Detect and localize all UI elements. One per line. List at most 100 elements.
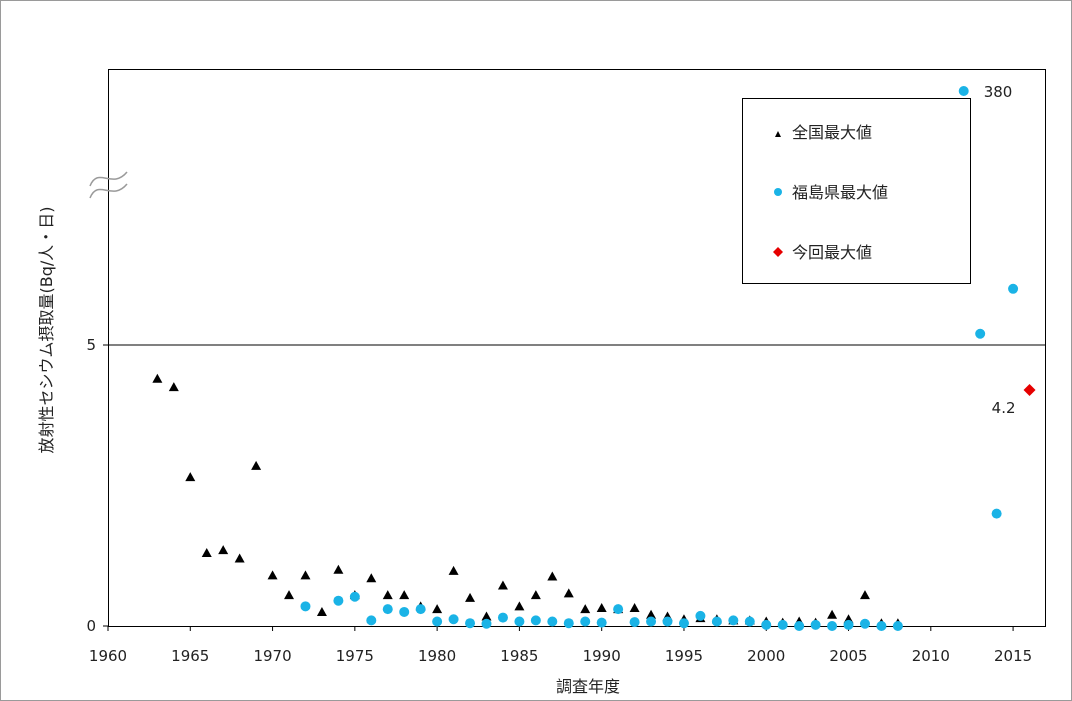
- x-tick-label: 2000: [747, 647, 785, 665]
- triangle-point: [284, 590, 295, 600]
- circle-point: [646, 616, 657, 627]
- circle-point: [991, 508, 1002, 519]
- x-tick-label: 1985: [500, 647, 538, 665]
- x-tick-label: 1980: [418, 647, 456, 665]
- circle-point: [399, 606, 410, 617]
- y-axis: 05: [86, 336, 108, 635]
- circle-point: [300, 601, 311, 612]
- triangle-point: [514, 601, 525, 611]
- circle-point: [415, 604, 426, 615]
- triangle-point: [333, 564, 344, 574]
- triangle-point: [201, 547, 212, 557]
- x-tick-label: 2015: [994, 647, 1032, 665]
- triangle-point: [152, 373, 163, 383]
- circle-point: [810, 619, 821, 630]
- triangle-point: [448, 565, 459, 575]
- circle-point: [827, 621, 838, 631]
- circle-point: [580, 616, 591, 627]
- triangle-point: [168, 382, 179, 392]
- legend-label-fukushima: 福島県最大値: [792, 183, 888, 202]
- circle-point: [695, 610, 706, 621]
- legend-diamond-marker: [773, 247, 783, 257]
- circle-point: [843, 619, 854, 630]
- triangle-point: [827, 609, 838, 619]
- triangle-point: [580, 604, 591, 614]
- x-axis-title: 調査年度: [556, 677, 620, 696]
- data-points: [152, 283, 1036, 631]
- legend-label-current: 今回最大値: [792, 243, 872, 262]
- circle-point: [629, 617, 640, 628]
- circle-point: [547, 616, 558, 627]
- triangle-point: [399, 590, 410, 600]
- x-tick-label: 1995: [665, 647, 703, 665]
- legend: 全国最大値 福島県最大値 今回最大値: [742, 98, 971, 284]
- y-tick-label: 0: [86, 617, 96, 635]
- triangle-point: [382, 590, 393, 600]
- triangle-point: [859, 590, 870, 600]
- circle-point: [892, 621, 903, 631]
- circle-point: [432, 616, 443, 627]
- circle-point: [777, 619, 788, 630]
- y-tick-label: 5: [86, 336, 96, 354]
- triangle-point: [563, 588, 574, 598]
- value-label-4-2: 4.2: [992, 399, 1016, 417]
- x-tick-label: 2005: [829, 647, 867, 665]
- triangle-point: [218, 545, 229, 555]
- x-tick-label: 1970: [253, 647, 291, 665]
- legend-label-national: 全国最大値: [792, 123, 872, 142]
- circle-point: [876, 621, 887, 631]
- triangle-point: [530, 590, 541, 600]
- circle-point-above-break: [958, 86, 969, 96]
- annotations: 380 4.2: [958, 83, 1016, 417]
- triangle-point: [465, 592, 476, 602]
- circle-point: [481, 618, 492, 629]
- triangle-point: [629, 603, 640, 613]
- circle-point: [465, 618, 476, 629]
- circle-point: [596, 617, 607, 628]
- x-tick-label: 2010: [912, 647, 950, 665]
- triangle-point: [432, 604, 443, 614]
- legend-triangle-marker: [775, 131, 781, 137]
- circle-point: [975, 328, 986, 339]
- circle-point: [382, 604, 393, 615]
- circle-point: [859, 618, 870, 629]
- circle-point: [448, 614, 459, 625]
- circle-point: [530, 615, 541, 626]
- circle-point: [333, 595, 344, 606]
- triangle-point: [185, 472, 196, 482]
- axis-break-icon: [89, 171, 128, 199]
- diamond-point: [1023, 383, 1036, 396]
- triangle-point: [646, 609, 657, 619]
- triangle-point: [234, 553, 245, 563]
- triangle-point: [366, 573, 377, 583]
- circle-point: [711, 616, 722, 627]
- triangle-point: [497, 580, 508, 590]
- circle-point: [563, 618, 574, 629]
- x-tick-label: 1960: [89, 647, 127, 665]
- circle-point: [761, 619, 772, 630]
- circle-point: [1008, 283, 1019, 294]
- triangle-point: [596, 603, 607, 613]
- x-axis: 1960 1965 1970 1975 1980 1985 1990 1995 2000 2005…: [89, 626, 1032, 665]
- triangle-point: [267, 570, 278, 580]
- triangle-point: [481, 611, 492, 621]
- x-tick-label: 1975: [336, 647, 374, 665]
- y-axis-title: 放射性セシウム摂取量(Bq/人・日): [37, 206, 56, 453]
- legend-circle-marker: [774, 188, 782, 196]
- circle-point: [514, 616, 525, 627]
- circle-point: [678, 618, 689, 629]
- triangle-point: [547, 571, 558, 581]
- circle-point: [497, 612, 508, 623]
- circle-point: [728, 615, 739, 626]
- x-tick-label: 1990: [583, 647, 621, 665]
- circle-point: [662, 616, 673, 627]
- value-label-380: 380: [984, 83, 1013, 101]
- circle-point: [349, 591, 360, 602]
- circle-point: [613, 604, 624, 615]
- triangle-point: [300, 570, 311, 580]
- triangle-point: [251, 460, 262, 470]
- circle-point: [366, 615, 377, 626]
- circle-point: [744, 616, 755, 627]
- circle-point: [794, 621, 805, 631]
